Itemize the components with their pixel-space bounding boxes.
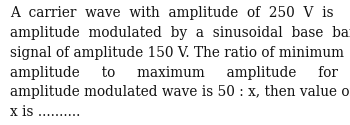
Text: amplitude     to     maximum     amplitude     for     the: amplitude to maximum amplitude for the [10,66,350,80]
Text: signal of amplitude 150 V. The ratio of minimum: signal of amplitude 150 V. The ratio of … [10,46,344,60]
Text: A  carrier  wave  with  amplitude  of  250  V  is: A carrier wave with amplitude of 250 V i… [10,6,334,20]
Text: amplitude modulated wave is 50 : x, then value of: amplitude modulated wave is 50 : x, then… [10,85,350,99]
Text: x is ..........: x is .......... [10,105,81,119]
Text: amplitude  modulated  by  a  sinusoidal  base  band: amplitude modulated by a sinusoidal base… [10,26,350,40]
